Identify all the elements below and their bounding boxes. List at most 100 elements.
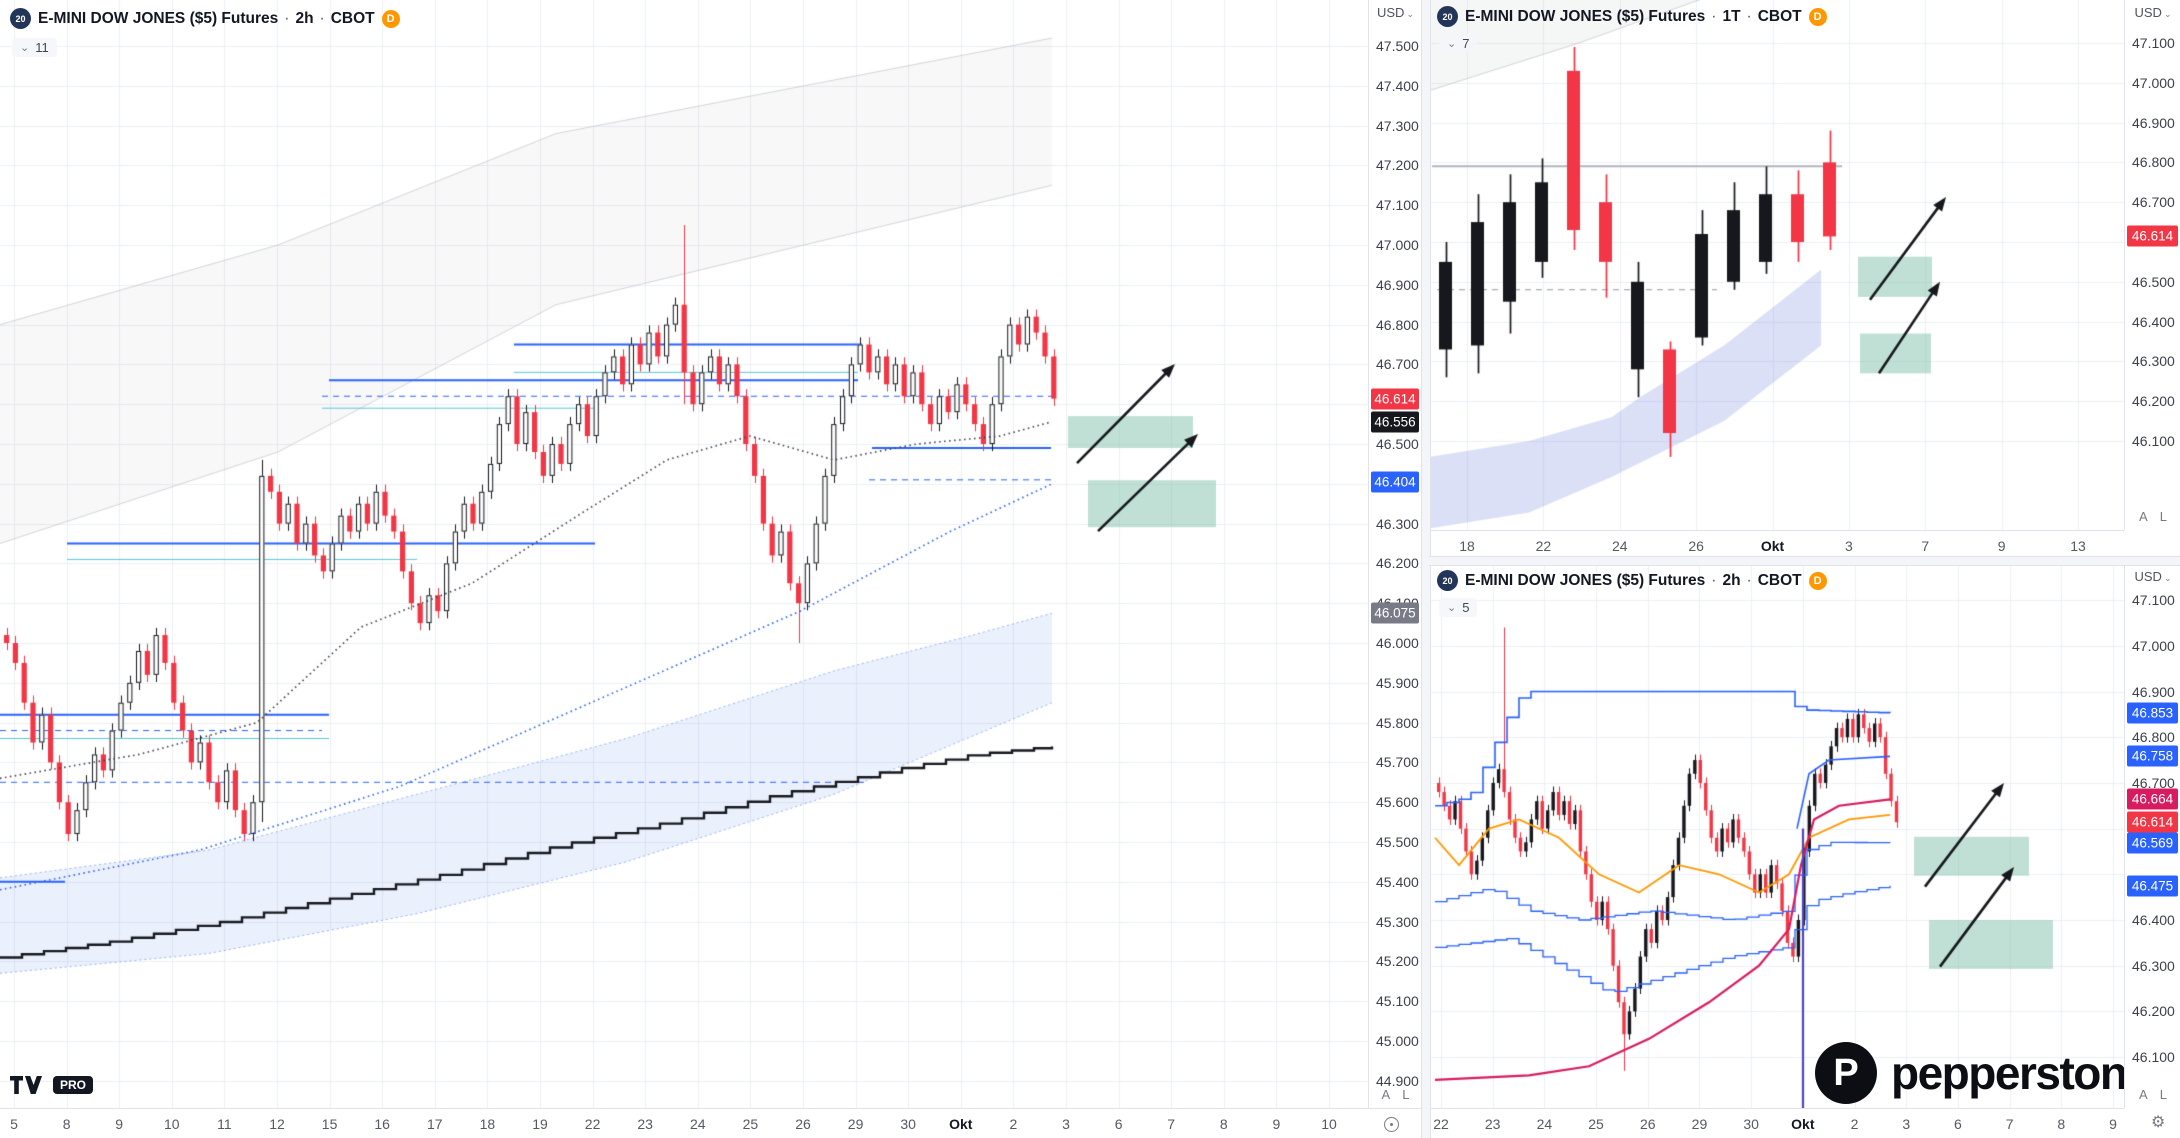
currency-selector[interactable]: USD ⌄: [2125, 5, 2180, 20]
price-badge-blue: 46.569: [2127, 832, 2178, 854]
daily-price-scale[interactable]: USD ⌄ A L 47.100 47.000 46.900 46.800 46.700 4…: [2124, 0, 2180, 530]
symbol-icon: 20: [1437, 570, 1458, 591]
date-label: Okt: [1791, 1116, 1815, 1132]
price-tick: 46.300: [2132, 957, 2175, 974]
price-tick: 46.200: [1376, 555, 1419, 572]
date-label: 19: [532, 1116, 548, 1132]
price-tick: 46.500: [1376, 436, 1419, 452]
symbol-name: E-MINI DOW JONES ($5) Futures: [38, 9, 279, 27]
auto-scale-button[interactable]: A: [1381, 1087, 1391, 1102]
timeframe-label[interactable]: 2h: [1722, 571, 1741, 589]
date-label: 7: [2005, 1116, 2014, 1132]
chevron-down-icon: ⌄: [1406, 10, 1414, 20]
auto-scale-button[interactable]: A: [2139, 1087, 2148, 1102]
price-tick: 46.800: [2132, 729, 2175, 746]
panel-divider-horizontal[interactable]: [1429, 556, 2180, 566]
timeframe-label[interactable]: 2h: [295, 9, 314, 27]
left-time-axis[interactable]: 5 8 9 10 11 12 15 16 17 18 19 22 23 24 25 26 29 30 Okt 2 3 6 7…: [0, 1108, 1421, 1138]
price-tick: 46.200: [2132, 393, 2175, 410]
price-tick: 44.900: [1376, 1072, 1419, 1089]
indicator-legend-toggle[interactable]: ⌄ 5: [1439, 598, 1478, 617]
currency-selector[interactable]: USD ⌄: [1369, 5, 1421, 20]
panel-divider-vertical[interactable]: [1421, 0, 1431, 1138]
price-badge-red: 46.614: [1371, 388, 1419, 410]
price-tick: 47.100: [2132, 34, 2175, 51]
date-label: 29: [1691, 1116, 1708, 1132]
date-label: Okt: [1760, 538, 1785, 554]
left-price-scale[interactable]: USD ⌄ A L 47.500 47.400 47.300 47.200 47.100 4…: [1368, 0, 1421, 1108]
indicator-count: 5: [1462, 600, 1470, 615]
price-badge-blue: 46.758: [2127, 745, 2178, 767]
date-label: 13: [2070, 538, 2086, 554]
date-label: 12: [269, 1116, 285, 1132]
price-tick: 47.500: [1376, 38, 1419, 54]
timeframe-label[interactable]: 1T: [1722, 7, 1741, 25]
title-separator: ·: [1746, 571, 1752, 589]
date-label: 16: [374, 1116, 390, 1132]
symbol-title[interactable]: E-MINI DOW JONES ($5) Futures · 2h · CBO…: [1465, 572, 1802, 590]
pepperstone-logo-text: pepperstone: [1891, 1047, 2152, 1099]
price-tick: 46.500: [2132, 273, 2175, 290]
price-tick: 46.900: [1376, 276, 1419, 293]
price-tick: 45.100: [1376, 993, 1419, 1010]
price-tick: 47.100: [2132, 592, 2175, 609]
indicator-legend-toggle[interactable]: ⌄ 7: [1439, 34, 1478, 53]
gear-icon[interactable]: ⚙: [2151, 1112, 2166, 1131]
panel-bottom-2h-chart: 20 E-MINI DOW JONES ($5) Futures · 2h · …: [1429, 564, 2180, 1138]
indicator-legend-toggle[interactable]: ⌄ 11: [12, 38, 57, 57]
price-tick: 45.400: [1376, 873, 1419, 890]
date-label: 23: [637, 1116, 653, 1132]
daily-time-axis[interactable]: 18 22 24 26 Okt 3 7 9 13: [1429, 530, 2124, 556]
pepperstone-logo-icon: P: [1815, 1042, 1877, 1104]
scroll-to-recent-icon[interactable]: [1384, 1117, 1399, 1132]
symbol-icon: 20: [10, 8, 31, 29]
date-label: 8: [62, 1116, 71, 1132]
price-badge-blue: 46.853: [2127, 702, 2178, 724]
price-badge-pink: 46.664: [2127, 788, 2178, 810]
price-tick: 46.300: [1376, 515, 1419, 532]
pepperstone-logo: P pepperstone: [1815, 1042, 2152, 1104]
date-label: 10: [164, 1116, 180, 1132]
date-label: Okt: [949, 1116, 973, 1132]
date-label: 23: [1484, 1116, 1501, 1132]
auto-scale-button[interactable]: A: [2139, 509, 2148, 524]
log-scale-button[interactable]: L: [1402, 1087, 1410, 1102]
title-separator: ·: [1711, 571, 1717, 589]
date-label: 24: [690, 1116, 706, 1132]
date-label: 7: [1921, 538, 1930, 554]
price-badge-black: 46.556: [1371, 411, 1419, 433]
chevron-down-icon: ⌄: [20, 41, 30, 54]
date-label: 6: [1114, 1116, 1123, 1132]
date-label: 29: [847, 1116, 864, 1132]
date-label: 22: [584, 1116, 601, 1132]
delayed-data-badge[interactable]: D: [381, 9, 400, 28]
delayed-data-badge[interactable]: D: [1808, 571, 1827, 590]
delayed-data-badge[interactable]: D: [1808, 7, 1827, 26]
date-label: 3: [1844, 538, 1853, 554]
date-label: 9: [1272, 1116, 1281, 1132]
date-label: 3: [1062, 1116, 1070, 1132]
price-tick: 46.900: [2132, 683, 2175, 700]
indicator-count: 11: [35, 40, 49, 55]
symbol-title[interactable]: E-MINI DOW JONES ($5) Futures · 2h · CBO…: [38, 10, 375, 28]
bottom-chart-plot[interactable]: [1429, 564, 2124, 1108]
date-label: 25: [1588, 1116, 1604, 1132]
price-tick: 46.400: [2132, 912, 2175, 928]
symbol-title[interactable]: E-MINI DOW JONES ($5) Futures · 1T · CBO…: [1465, 8, 1802, 26]
currency-selector[interactable]: USD ⌄: [2125, 569, 2180, 584]
log-scale-button[interactable]: L: [2159, 509, 2167, 524]
date-label: 9: [1997, 538, 2006, 554]
date-label: 22: [1433, 1116, 1449, 1132]
symbol-name: E-MINI DOW JONES ($5) Futures: [1465, 7, 1706, 25]
log-scale-button[interactable]: L: [2159, 1087, 2167, 1102]
daily-chart-plot[interactable]: [1429, 0, 2124, 530]
exchange-label: CBOT: [1757, 571, 1802, 589]
tradingview-logo[interactable]: PRO: [10, 1076, 94, 1094]
bottom-time-axis[interactable]: 22 23 24 25 26 29 30 Okt 2 3 6 7 8 9: [1429, 1108, 2124, 1138]
date-label: 9: [115, 1116, 124, 1132]
bottom-price-scale[interactable]: USD ⌄ A L 47.100 47.000 46.900 46.800 46.700 4…: [2124, 564, 2180, 1108]
price-tick: 47.200: [1376, 157, 1419, 174]
date-label: 22: [1535, 538, 1552, 554]
left-chart-plot[interactable]: [0, 0, 1368, 1108]
title-separator: ·: [1711, 7, 1717, 25]
